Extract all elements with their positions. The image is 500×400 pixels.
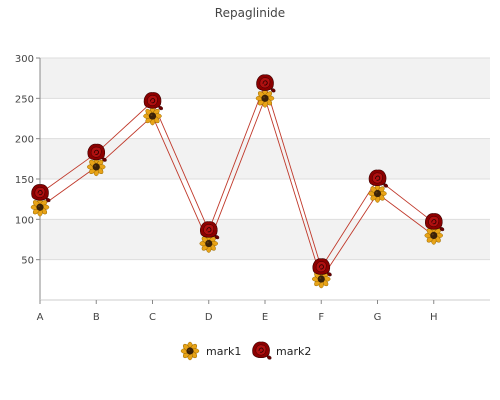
grid-band: [40, 138, 490, 179]
data-point-mark1-G: [368, 184, 387, 204]
x-tick-label: E: [262, 312, 268, 323]
y-tick-label: 150: [15, 175, 34, 186]
chart-title: Repaglinide: [215, 6, 285, 20]
x-tick-label: H: [430, 312, 438, 323]
x-axis-ticks: A B C D E F G H: [37, 300, 438, 323]
legend-label-mark1: mark1: [206, 345, 241, 358]
x-tick-label: A: [37, 312, 44, 323]
legend: mark1 mark2: [180, 341, 311, 361]
x-tick-label: C: [149, 312, 156, 323]
data-point-mark2-F: [312, 258, 332, 277]
data-point-mark1-E: [255, 88, 275, 108]
grid-bands: [40, 58, 490, 260]
y-tick-label: 200: [15, 135, 34, 146]
series-line-mark2: [39, 82, 435, 269]
y-tick-label: 50: [21, 256, 34, 267]
data-point-mark2-A: [31, 184, 51, 203]
y-tick-label: 300: [15, 54, 34, 65]
y-axis-ticks: 50 100 150 200 250 300: [15, 54, 40, 267]
x-tick-label: D: [205, 312, 213, 323]
grid-band: [40, 219, 490, 260]
x-tick-label: B: [93, 312, 100, 323]
y-tick-label: 100: [15, 215, 34, 226]
legend-sunflower-icon: [180, 341, 200, 361]
legend-label-mark2: mark2: [276, 345, 311, 358]
data-point-mark1-B: [86, 157, 106, 177]
data-point-mark1-C: [143, 106, 162, 126]
legend-red-rose-icon: [252, 341, 272, 360]
x-tick-label: F: [318, 312, 324, 323]
data-point-mark2-H: [424, 213, 445, 232]
y-tick-label: 250: [15, 94, 34, 105]
x-tick-label: G: [374, 312, 382, 323]
data-point-mark1-A: [30, 197, 50, 217]
